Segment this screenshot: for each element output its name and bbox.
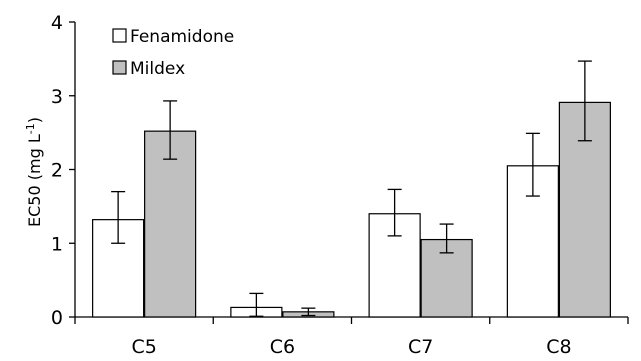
y-tick-label: 0 bbox=[51, 307, 63, 329]
bars bbox=[92, 101, 611, 318]
y-axis-label: EC50 (mg L-1) bbox=[24, 117, 45, 227]
y-axis-label-text: EC50 (mg L bbox=[25, 134, 44, 227]
y-tick-label: 1 bbox=[51, 233, 63, 255]
x-tick-label: C7 bbox=[408, 336, 433, 358]
legend-swatch-fenamidone bbox=[112, 28, 127, 43]
x-tick-label: C6 bbox=[270, 336, 295, 358]
x-axis: C5 C6 C7 C8 bbox=[74, 316, 629, 358]
y-tick-label: 4 bbox=[51, 12, 63, 34]
y-axis-label-suffix: ) bbox=[25, 117, 44, 123]
legend: Fenamidone Mildex bbox=[112, 27, 234, 79]
y-tick-label: 3 bbox=[51, 86, 63, 108]
x-tick-label: C5 bbox=[131, 336, 156, 358]
x-tick-label: C8 bbox=[546, 336, 571, 358]
legend-label-mildex: Mildex bbox=[130, 59, 185, 79]
legend-swatch-mildex bbox=[112, 60, 127, 75]
y-tick-label: 2 bbox=[51, 160, 63, 182]
error-bars bbox=[111, 60, 592, 317]
y-axis-label-superscript: -1 bbox=[24, 123, 37, 134]
legend-label-fenamidone: Fenamidone bbox=[130, 27, 234, 47]
y-axis: 0 1 2 3 4 bbox=[51, 12, 76, 329]
